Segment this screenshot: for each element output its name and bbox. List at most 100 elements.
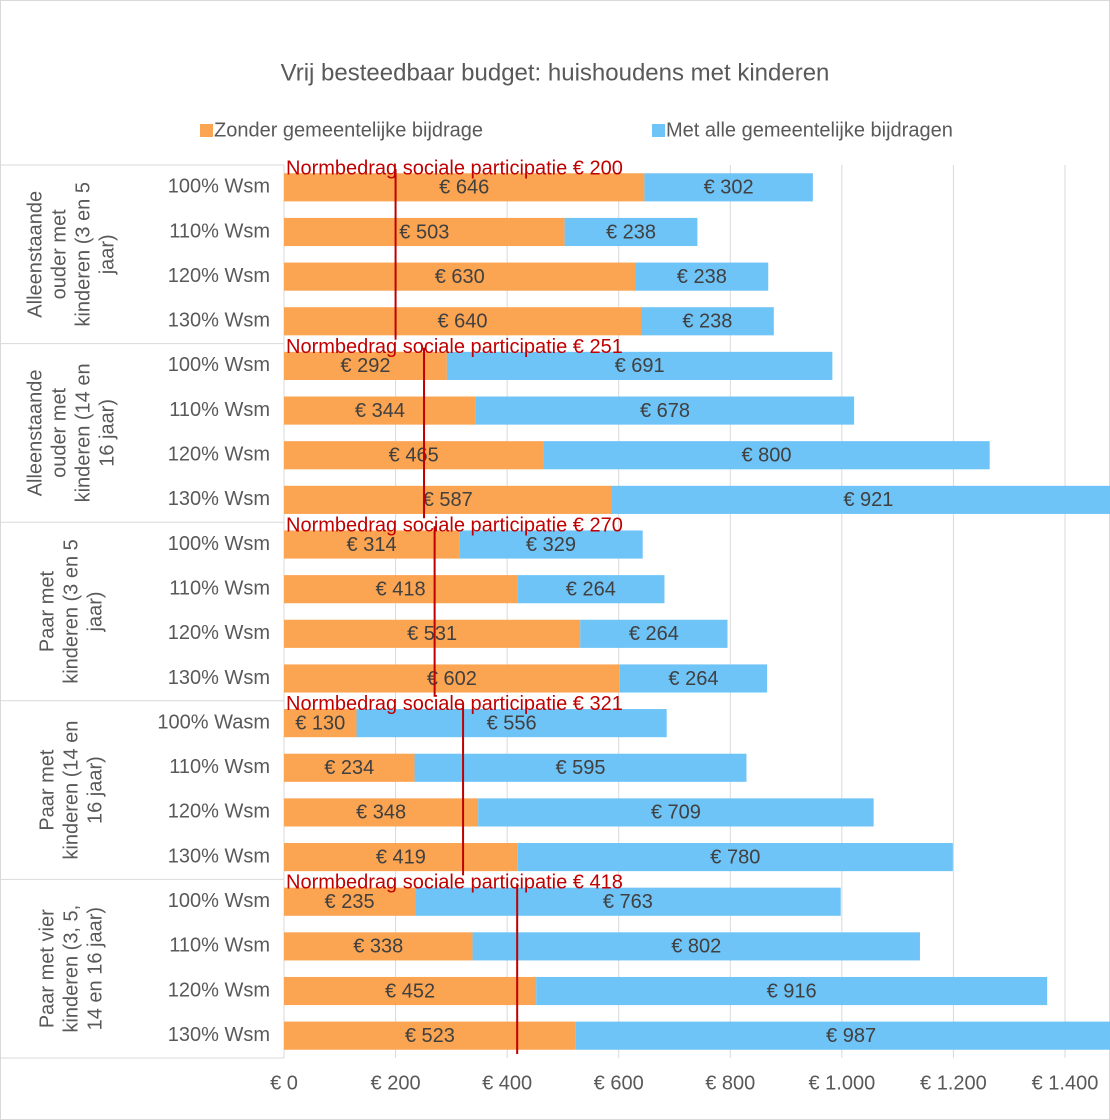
y-tick-label: 120% Wsm <box>168 801 270 823</box>
value-label: € 630 <box>435 266 485 288</box>
y-tick-label: 100% Wsm <box>168 533 270 555</box>
value-label: € 348 <box>356 802 406 824</box>
group-label: Paar met <box>36 749 58 831</box>
value-label: € 235 <box>325 891 375 913</box>
bar <box>284 396 476 425</box>
value-label: € 344 <box>355 400 405 422</box>
value-label: € 780 <box>710 846 760 868</box>
group-label: kinderen (3 en 5 <box>60 539 82 684</box>
y-tick-label: 130% Wsm <box>168 310 270 332</box>
x-tick-label: € 1.200 <box>920 1072 987 1094</box>
legend-label: Met alle gemeentelijke bijdragen <box>666 119 953 141</box>
y-tick-label: 120% Wsm <box>168 622 270 644</box>
group-label: jaar) <box>84 591 106 632</box>
group-label: 16 jaar) <box>84 756 106 824</box>
group-label: 16 jaar) <box>96 399 118 467</box>
y-tick-label: 110% Wsm <box>169 756 270 778</box>
legend-label: Zonder gemeentelijke bijdrage <box>214 119 483 141</box>
bar <box>284 798 479 827</box>
y-tick-label: 100% Wasm <box>157 711 270 733</box>
y-tick-label: 120% Wsm <box>168 265 270 287</box>
y-tick-label: 130% Wsm <box>168 667 270 689</box>
value-label: € 595 <box>555 757 605 779</box>
y-tick-label: 110% Wsm <box>169 220 270 242</box>
value-label: € 238 <box>677 266 727 288</box>
bar <box>644 173 813 202</box>
bar <box>517 575 665 604</box>
value-label: € 238 <box>682 311 732 333</box>
group-label: kinderen (14 en <box>72 363 94 502</box>
group-label: jaar) <box>96 234 118 275</box>
value-label: € 800 <box>742 445 792 467</box>
value-label: € 531 <box>407 623 457 645</box>
group-label: Paar met <box>36 570 58 652</box>
x-tick-label: € 200 <box>371 1072 421 1094</box>
group-label: ouder met <box>48 387 70 477</box>
bar <box>517 843 953 872</box>
bar <box>284 664 620 693</box>
reference-label: Normbedrag sociale participatie € 200 <box>286 157 623 179</box>
bar <box>619 664 768 693</box>
bar <box>284 441 544 470</box>
value-label: € 130 <box>295 712 345 734</box>
value-label: € 709 <box>651 802 701 824</box>
x-tick-label: € 1.000 <box>808 1072 875 1094</box>
bar <box>459 530 643 559</box>
bar <box>284 262 636 291</box>
bar <box>415 887 841 916</box>
bar <box>475 396 855 425</box>
x-tick-label: € 600 <box>594 1072 644 1094</box>
reference-label: Normbedrag sociale participatie € 321 <box>286 693 623 715</box>
reference-label: Normbedrag sociale participatie € 270 <box>286 514 623 536</box>
group-label: Alleenstaande <box>24 191 46 318</box>
bar <box>446 351 833 380</box>
bar <box>543 441 990 470</box>
y-tick-label: 120% Wsm <box>168 444 270 466</box>
group-label: kinderen (3, 5, <box>60 905 82 1033</box>
bar <box>635 262 769 291</box>
value-label: € 602 <box>427 668 477 690</box>
value-label: € 763 <box>603 891 653 913</box>
bar <box>580 619 728 648</box>
value-label: € 987 <box>826 1025 876 1047</box>
group-label: kinderen (14 en <box>60 721 82 860</box>
value-label: € 802 <box>671 936 721 958</box>
bar <box>356 709 667 738</box>
y-tick-label: 120% Wsm <box>168 979 270 1001</box>
y-tick-label: 100% Wsm <box>168 176 270 198</box>
bar <box>284 753 415 782</box>
value-label: € 691 <box>615 355 665 377</box>
y-tick-label: 110% Wsm <box>169 935 270 957</box>
value-label: € 452 <box>385 980 435 1002</box>
y-tick-label: 100% Wsm <box>168 890 270 912</box>
value-label: € 587 <box>423 489 473 511</box>
group-label: ouder met <box>48 209 70 299</box>
bar <box>478 798 874 827</box>
bar <box>575 1021 1110 1050</box>
value-label: € 916 <box>767 980 817 1002</box>
bar <box>611 485 1110 514</box>
value-label: € 921 <box>843 489 893 511</box>
bar <box>284 709 357 738</box>
value-label: € 264 <box>668 668 718 690</box>
group-label: 14 en 16 jaar) <box>84 907 106 1030</box>
bar <box>284 1021 576 1050</box>
value-label: € 503 <box>399 221 449 243</box>
legend-swatch <box>200 124 213 137</box>
value-label: € 264 <box>566 578 616 600</box>
value-label: € 465 <box>389 445 439 467</box>
group-label: kinderen (3 en 5 <box>72 182 94 327</box>
x-tick-label: € 800 <box>705 1072 755 1094</box>
bar <box>564 217 698 247</box>
value-label: € 234 <box>324 757 374 779</box>
bar <box>284 976 537 1006</box>
bar <box>284 932 473 961</box>
value-label: € 302 <box>704 177 754 199</box>
bar <box>284 887 416 916</box>
x-tick-label: € 1.400 <box>1032 1072 1099 1094</box>
value-label: € 292 <box>340 355 390 377</box>
value-label: € 646 <box>439 177 489 199</box>
value-label: € 329 <box>526 534 576 556</box>
reference-label: Normbedrag sociale participatie € 418 <box>286 872 623 894</box>
bar <box>284 575 518 604</box>
